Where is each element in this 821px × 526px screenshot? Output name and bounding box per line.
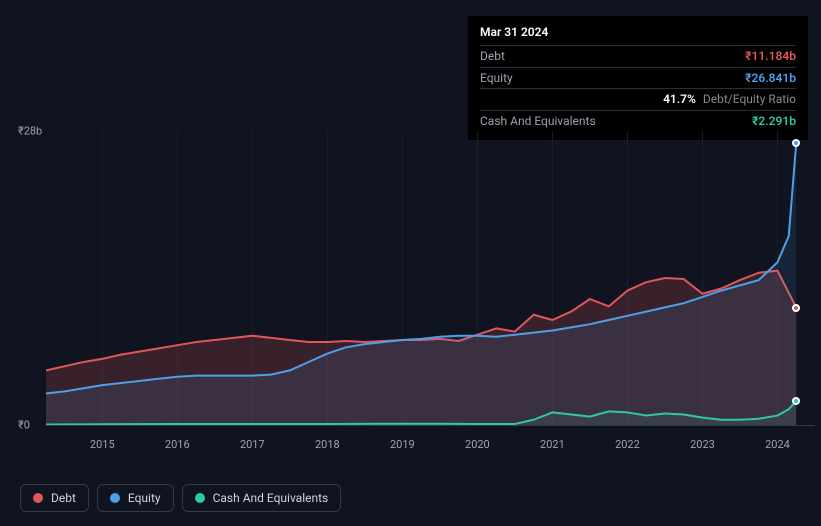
y-tick-label: ₹0 bbox=[18, 419, 30, 432]
legend-label: Cash And Equivalents bbox=[213, 491, 329, 505]
x-tick-label: 2018 bbox=[315, 438, 340, 451]
series-marker bbox=[792, 304, 800, 312]
legend-swatch bbox=[110, 493, 120, 503]
tooltip-row: 41.7% Debt/Equity Ratio bbox=[480, 88, 796, 110]
tooltip-value: ₹11.184b bbox=[745, 48, 796, 65]
legend-item[interactable]: Equity bbox=[97, 484, 174, 512]
legend-item[interactable]: Cash And Equivalents bbox=[182, 484, 342, 512]
tooltip-label: Equity bbox=[480, 70, 745, 87]
tooltip-row: Equity₹26.841b bbox=[480, 67, 796, 89]
chart-tooltip: Mar 31 2024 Debt₹11.184bEquity₹26.841b41… bbox=[468, 16, 808, 140]
x-tick-label: 2015 bbox=[90, 438, 115, 451]
x-tick-label: 2023 bbox=[690, 438, 715, 451]
series-marker bbox=[792, 397, 800, 405]
tooltip-label bbox=[480, 91, 663, 108]
legend-swatch bbox=[195, 493, 205, 503]
x-tick-label: 2022 bbox=[615, 438, 640, 451]
tooltip-suffix: Debt/Equity Ratio bbox=[703, 92, 796, 106]
x-tick-label: 2024 bbox=[765, 438, 790, 451]
x-tick-label: 2021 bbox=[540, 438, 565, 451]
y-tick-label: ₹28b bbox=[18, 125, 42, 138]
x-tick-label: 2020 bbox=[465, 438, 490, 451]
chart-plot[interactable] bbox=[46, 131, 815, 426]
tooltip-label: Debt bbox=[480, 48, 745, 65]
legend-swatch bbox=[33, 493, 43, 503]
x-tick-label: 2019 bbox=[390, 438, 415, 451]
legend: Debt Equity Cash And Equivalents bbox=[20, 484, 341, 512]
x-tick-label: 2017 bbox=[240, 438, 265, 451]
tooltip-date: Mar 31 2024 bbox=[480, 24, 796, 45]
chart-area: ₹28b₹0 201520162017201820192020202120222… bbox=[20, 126, 815, 456]
legend-label: Equity bbox=[128, 491, 161, 505]
legend-label: Debt bbox=[51, 491, 76, 505]
legend-item[interactable]: Debt bbox=[20, 484, 89, 512]
series-marker bbox=[792, 139, 800, 147]
x-tick-label: 2016 bbox=[165, 438, 190, 451]
tooltip-row: Debt₹11.184b bbox=[480, 45, 796, 67]
tooltip-value: ₹26.841b bbox=[745, 70, 796, 87]
tooltip-value: 41.7% Debt/Equity Ratio bbox=[663, 91, 796, 108]
x-axis: 2015 2016 2017 2018 2019 2020 2021 2022 2023 2024 bbox=[46, 432, 815, 456]
